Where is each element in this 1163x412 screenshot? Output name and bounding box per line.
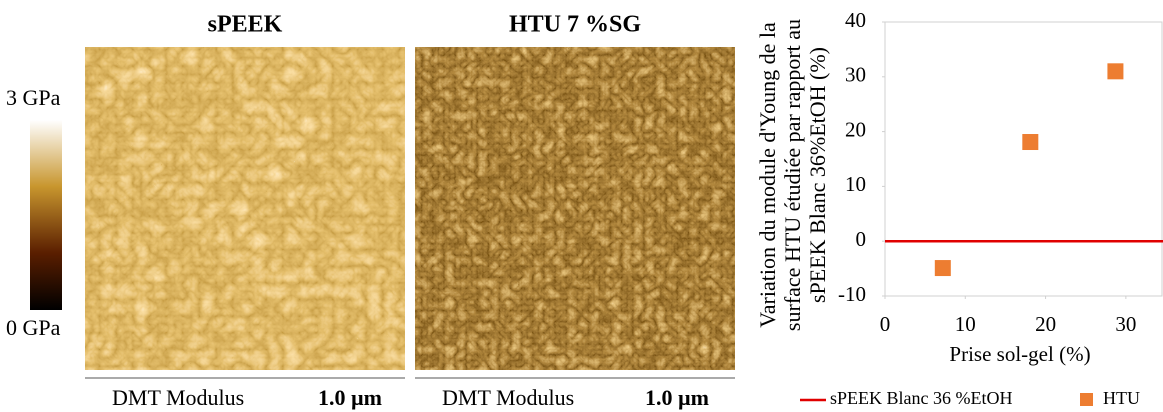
legend-label: HTU	[1103, 388, 1140, 408]
colorbar-label: 0 GPa	[6, 315, 61, 340]
point	[934, 260, 951, 277]
scale-label: 1.0 µm	[318, 385, 382, 410]
x-tick-label: 10	[955, 312, 976, 336]
panel-title: HTU 7 %SG	[509, 12, 641, 38]
y-tick-label: 0	[856, 227, 867, 251]
caption: DMT Modulus	[442, 385, 574, 410]
caption: DMT Modulus	[112, 385, 244, 410]
y-axis-label: surface HTU étudiée par rapport au	[780, 19, 805, 331]
panel-title: sPEEK	[208, 12, 283, 38]
x-axis-label: Prise sol-gel (%)	[949, 342, 1090, 366]
legend-swatch	[1080, 393, 1093, 406]
y-tick-label: 10	[845, 172, 866, 196]
x-tick-label: 30	[1115, 312, 1136, 336]
y-tick-label: 40	[845, 8, 866, 32]
legend-label: sPEEK Blanc 36 %EtOH	[830, 388, 1012, 408]
y-tick-label: 30	[845, 63, 866, 87]
colorbar	[30, 120, 62, 310]
afm-image	[415, 47, 735, 370]
scale-label: 1.0 µm	[645, 385, 709, 410]
y-axis-label: Variation du module d'Young de la	[755, 22, 780, 328]
x-tick-label: 0	[880, 312, 891, 336]
point	[1022, 134, 1039, 151]
y-tick-label: 20	[845, 117, 866, 141]
plot-frame	[884, 21, 1163, 297]
point	[1107, 63, 1124, 80]
x-tick-label: 20	[1035, 312, 1056, 336]
y-axis-label: sPEEK Blanc 36%EtOH (%)	[805, 47, 830, 303]
afm-image	[85, 47, 405, 370]
y-tick-label: -10	[838, 282, 866, 306]
colorbar-label: 3 GPa	[6, 85, 61, 110]
